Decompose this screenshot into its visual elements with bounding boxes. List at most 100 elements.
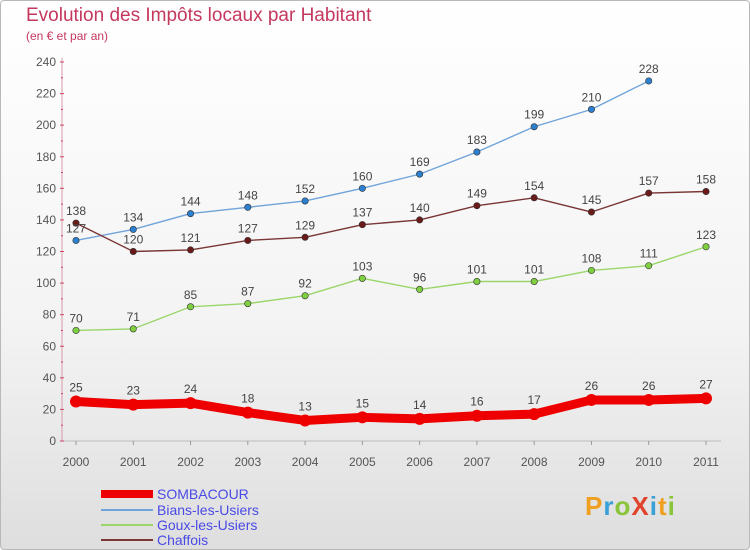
x-tick-label: 2000 xyxy=(63,455,90,469)
data-label: 101 xyxy=(524,263,544,277)
y-tick-label: 200 xyxy=(36,118,56,132)
data-label: 157 xyxy=(639,174,659,188)
data-point xyxy=(470,409,483,422)
series-bians-les-usiers xyxy=(72,77,653,244)
data-point xyxy=(241,406,254,419)
data-label: 92 xyxy=(298,277,312,291)
value-labels: 127 134 144 148 152 160 169 183 199 210 228 70 71 85 8… xyxy=(66,62,716,414)
data-label: 27 xyxy=(699,377,713,391)
data-label: 16 xyxy=(470,395,484,409)
data-label: 70 xyxy=(69,311,83,325)
logo-letter: i xyxy=(649,491,658,521)
data-point xyxy=(413,412,426,425)
series-line-goux-les-usiers xyxy=(75,246,707,332)
x-tick-label: 2003 xyxy=(234,455,261,469)
data-point xyxy=(416,216,424,224)
y-tick-label: 240 xyxy=(36,55,56,69)
data-label: 129 xyxy=(295,218,315,232)
series-sombacour xyxy=(70,392,712,427)
data-label: 127 xyxy=(238,221,258,235)
data-label: 149 xyxy=(467,187,487,201)
data-label: 111 xyxy=(640,247,659,261)
data-label: 18 xyxy=(241,392,255,406)
data-label: 14 xyxy=(413,398,427,412)
data-label: 137 xyxy=(352,206,372,220)
data-point xyxy=(642,393,655,406)
data-point xyxy=(184,397,197,410)
data-label: 108 xyxy=(581,251,601,265)
x-tick-label: 2011 xyxy=(693,455,719,469)
data-point xyxy=(301,292,309,300)
logo-letter: o xyxy=(614,491,632,521)
data-point xyxy=(358,274,366,282)
data-point xyxy=(244,203,252,211)
data-label: 140 xyxy=(410,201,430,215)
data-label: 26 xyxy=(585,379,599,393)
data-point xyxy=(358,221,366,229)
data-point xyxy=(702,187,710,195)
x-tick-label: 2007 xyxy=(464,455,491,469)
data-label: 123 xyxy=(696,228,716,242)
chart-subtitle: (en € et par an) xyxy=(26,29,109,43)
logo-letter: i xyxy=(667,491,676,521)
data-point xyxy=(70,395,82,408)
legend-swatch-sombacour xyxy=(101,490,153,498)
y-tick-label: 40 xyxy=(43,371,57,385)
data-point xyxy=(530,123,538,131)
data-label: 127 xyxy=(66,221,86,235)
data-label: 134 xyxy=(123,210,143,224)
data-label: 152 xyxy=(295,182,315,196)
x-tick-label: 2001 xyxy=(120,455,147,469)
data-point xyxy=(129,225,137,233)
chart-title: Evolution des Impôts locaux par Habitant xyxy=(26,5,372,26)
data-point xyxy=(187,210,195,218)
y-tick-label: 80 xyxy=(43,308,57,322)
data-label: 154 xyxy=(524,179,544,193)
data-label: 101 xyxy=(467,263,487,277)
data-point xyxy=(356,411,369,424)
data-label: 210 xyxy=(581,90,601,104)
data-point xyxy=(72,326,80,334)
data-point xyxy=(530,194,538,202)
data-point xyxy=(645,189,653,197)
data-label: 26 xyxy=(642,379,656,393)
data-point xyxy=(473,202,481,210)
data-point xyxy=(416,285,424,293)
data-label: 199 xyxy=(524,108,544,122)
data-point xyxy=(358,184,366,192)
legend-label-sombacour: SOMBACOUR xyxy=(157,486,249,502)
legend-item-chaffois: Chaffois xyxy=(101,532,208,548)
data-point xyxy=(587,208,595,216)
data-point xyxy=(587,105,595,113)
proxiti-logo: ProXiti xyxy=(585,491,676,522)
series-line-sombacour xyxy=(71,393,711,425)
y-tick-label: 0 xyxy=(49,434,56,448)
legend-swatch-bians-les-usiers xyxy=(101,509,153,511)
data-point xyxy=(645,262,653,270)
data-label: 148 xyxy=(238,188,258,202)
data-label: 13 xyxy=(298,399,312,413)
data-label: 24 xyxy=(184,382,198,396)
x-tick-label: 2010 xyxy=(635,455,662,469)
data-point xyxy=(127,398,140,411)
data-point xyxy=(416,170,424,178)
data-label: 145 xyxy=(581,193,601,207)
data-point xyxy=(473,148,481,156)
logo-letter: P xyxy=(585,491,604,521)
y-tick-label: 100 xyxy=(36,276,56,290)
y-tick-label: 20 xyxy=(43,402,57,416)
data-point xyxy=(129,248,137,256)
data-point xyxy=(645,77,653,85)
legend-item-bians-les-usiers: Bians-les-Usiers xyxy=(101,502,259,518)
data-label: 87 xyxy=(241,285,255,299)
data-point xyxy=(244,300,252,308)
x-tick-label: 2006 xyxy=(406,455,433,469)
series-layer xyxy=(70,77,712,427)
data-label: 85 xyxy=(184,288,198,302)
series-line-chaffois xyxy=(75,190,707,253)
data-label: 160 xyxy=(352,169,372,183)
data-label: 228 xyxy=(639,62,659,76)
data-point xyxy=(587,266,595,274)
data-point xyxy=(129,325,137,333)
